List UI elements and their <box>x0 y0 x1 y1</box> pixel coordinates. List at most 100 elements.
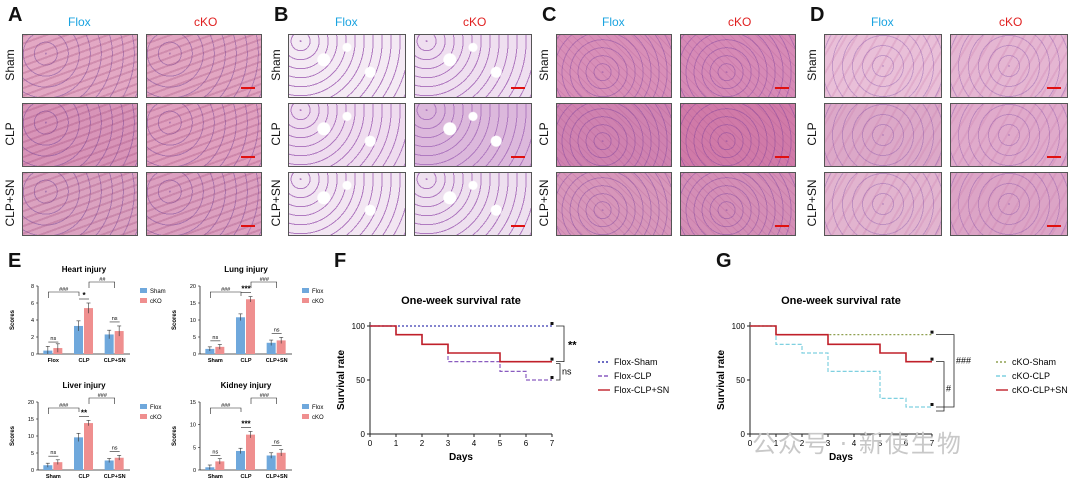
chart-title: Kidney injury <box>221 381 272 390</box>
x-tick-label: 6 <box>904 439 909 448</box>
histology-image-heart-flox-sham <box>22 34 138 98</box>
x-tick-label: 6 <box>524 439 529 448</box>
histology-image-heart-cko-clp <box>146 103 262 167</box>
y-tick-label: 2 <box>31 335 34 341</box>
injury-score-charts: Heart injury Scores 0 2 4 6 8 Flox CLP CLP+SN Sham… <box>10 265 324 480</box>
survival-chart-cko: One-week survival rate 0 50 100 0 1 2 3 4 5 6 7 Days… <box>716 295 1068 463</box>
histology-image-liver-flox-clp <box>556 103 672 167</box>
significance-label: ns <box>562 366 572 376</box>
panel-label-e: E <box>8 250 22 272</box>
histology-image-lung-cko-sham <box>414 34 532 98</box>
chart-title: Heart injury <box>62 265 107 274</box>
row-label-clp-sn-a: CLP+SN <box>3 179 17 227</box>
bar-cko <box>246 434 255 470</box>
row-label-sham-d: Sham <box>805 49 819 81</box>
x-tick-label: CLP+SN <box>104 358 126 364</box>
significance-label: *** <box>241 285 251 294</box>
significance-label: ns <box>50 450 56 456</box>
significance-bracket <box>936 334 955 408</box>
x-tick-label: 4 <box>472 439 477 448</box>
chart-title: Lung injury <box>224 265 268 274</box>
significance-label: ns <box>212 335 218 341</box>
scale-bar <box>1047 87 1061 89</box>
y-tick-label: 0 <box>741 430 746 439</box>
legend-swatch <box>302 404 309 409</box>
significance-label: ### <box>260 277 270 283</box>
histology-image-heart-flox-clp-sn <box>22 172 138 236</box>
panel-label-f: F <box>334 250 347 272</box>
y-tick-label: 5 <box>193 445 196 451</box>
x-axis-label: Days <box>829 452 853 463</box>
x-axis-label: Days <box>449 452 473 463</box>
legend-label: cKO-Sham <box>1012 357 1056 367</box>
legend-label: Flox <box>312 289 323 295</box>
legend-swatch <box>140 298 147 303</box>
bar-cko <box>246 299 255 354</box>
y-tick-label: 15 <box>190 400 196 406</box>
y-axis-label: Scores <box>172 425 178 446</box>
x-tick-label: 3 <box>446 439 451 448</box>
histology-image-kidney-cko-clp-sn <box>950 172 1068 236</box>
significance-bracket <box>48 291 80 298</box>
x-tick-label: 7 <box>930 439 935 448</box>
significance-bracket <box>88 281 115 288</box>
legend-label: cKO <box>312 299 324 305</box>
scale-bar <box>241 156 255 158</box>
legend-label: cKO <box>150 299 162 305</box>
censor-mark <box>930 330 934 334</box>
bar-cko <box>215 461 225 470</box>
row-label-sham-b: Sham <box>269 49 283 81</box>
bar-flox <box>74 437 83 470</box>
histology-image-kidney-flox-sham <box>824 34 942 98</box>
scale-bar <box>1047 156 1061 158</box>
bar-cko <box>84 308 93 354</box>
y-tick-label: 8 <box>31 284 34 290</box>
bar-cko <box>276 340 286 354</box>
significance-label: ns <box>274 440 280 446</box>
x-tick-label: CLP+SN <box>104 474 126 480</box>
bar-flox <box>266 342 276 354</box>
significance-bracket <box>210 291 242 298</box>
legend-swatch <box>302 414 309 419</box>
bar-cko <box>84 423 93 470</box>
scale-bar <box>511 87 525 89</box>
significance-label: ### <box>956 355 971 365</box>
legend-label: Flox-Sham <box>614 357 658 367</box>
histology-image-heart-cko-clp-sn <box>146 172 262 236</box>
x-tick-label: 4 <box>852 439 857 448</box>
col-title-flox-d: Flox <box>871 15 894 29</box>
col-title-cko-b: cKO <box>463 15 487 29</box>
x-tick-label: 5 <box>498 439 503 448</box>
bar-flox <box>266 455 276 470</box>
significance-label: ** <box>81 408 88 417</box>
significance-bracket <box>210 407 242 414</box>
x-tick-label: CLP+SN <box>266 358 288 364</box>
censor-mark <box>930 403 934 406</box>
bar-cko <box>114 331 124 354</box>
scale-bar <box>511 225 525 227</box>
bar-flox <box>205 348 215 354</box>
row-label-clp-c: CLP <box>537 122 551 146</box>
legend-swatch <box>140 414 147 419</box>
x-tick-label: CLP <box>241 358 252 364</box>
legend-swatch <box>140 288 147 293</box>
histology-image-lung-flox-clp <box>288 103 406 167</box>
x-tick-label: 2 <box>800 439 805 448</box>
x-tick-label: Sham <box>208 358 223 364</box>
x-tick-label: CLP <box>79 358 90 364</box>
row-label-sham-c: Sham <box>537 49 551 81</box>
y-tick-label: 0 <box>31 352 34 358</box>
scale-bar <box>241 225 255 227</box>
scale-bar <box>775 225 789 227</box>
x-tick-label: Sham <box>46 474 61 480</box>
scale-bar <box>775 87 789 89</box>
legend-label: Flox-CLP+SN <box>614 385 669 395</box>
legend-label: cKO-CLP+SN <box>1012 385 1068 395</box>
scale-bar <box>511 156 525 158</box>
bar-flox <box>104 460 114 470</box>
significance-label: * <box>82 291 86 300</box>
significance-label: ### <box>98 393 108 399</box>
y-tick-label: 100 <box>732 322 746 331</box>
histology-image-heart-flox-clp <box>22 103 138 167</box>
legend-label: cKO <box>150 415 162 421</box>
